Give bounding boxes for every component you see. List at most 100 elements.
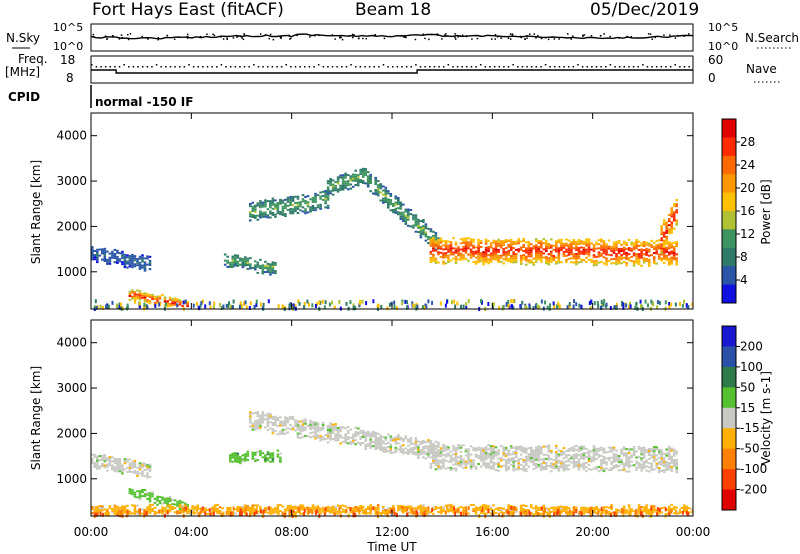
range-cell [191, 507, 194, 510]
range-cell [419, 508, 423, 511]
range-cell [261, 411, 265, 414]
range-cell [587, 453, 591, 456]
nave-point [123, 64, 125, 66]
range-cell [301, 194, 305, 197]
range-cell [314, 435, 317, 438]
range-cell [557, 251, 561, 254]
range-cell [412, 450, 415, 453]
nsearch-point [677, 34, 679, 37]
range-cell [193, 506, 197, 509]
range-cell [269, 210, 272, 213]
range-cell [522, 504, 525, 507]
range-cell [261, 456, 265, 459]
nave-point [155, 64, 158, 66]
range-cell [560, 240, 563, 243]
range-cell [384, 438, 388, 441]
range-cell [374, 443, 377, 446]
range-cell [555, 461, 558, 464]
range-cell [196, 504, 199, 507]
range-cell [387, 441, 390, 444]
range-cell [565, 506, 568, 508]
range-cell [356, 176, 360, 179]
range-cell [153, 497, 157, 500]
range-cell [454, 453, 458, 456]
range-cell [494, 450, 498, 453]
station-title: Fort Hays East (fitACF) [92, 0, 284, 20]
range-cell [166, 509, 169, 511]
range-cell [607, 456, 611, 459]
range-cell [213, 301, 216, 306]
range-cell [612, 452, 616, 455]
range-cell [281, 424, 285, 427]
range-cell [469, 256, 473, 259]
range-cell [376, 439, 380, 441]
range-cell [642, 446, 646, 449]
range-cell [627, 466, 631, 469]
range-cell [457, 446, 460, 449]
range-cell [387, 192, 390, 195]
range-cell [351, 185, 355, 188]
range-cell [153, 501, 157, 504]
range-cell [605, 463, 608, 466]
range-cell [522, 246, 525, 248]
range-cell [244, 459, 247, 462]
range-cell [519, 263, 523, 265]
range-cell [457, 507, 460, 510]
range-cell [497, 507, 500, 509]
range-cell [284, 422, 287, 425]
range-cell [502, 258, 505, 261]
range-cell [462, 466, 465, 469]
range-cell [577, 255, 581, 258]
nave-point [364, 66, 366, 68]
range-cell [111, 468, 114, 471]
range-cell [657, 456, 661, 459]
nsearch-point [444, 34, 446, 36]
range-cell [580, 455, 583, 458]
range-cell [565, 244, 568, 247]
range-cell [276, 208, 280, 211]
range-cell [497, 461, 500, 464]
range-cell [359, 506, 362, 511]
nave-point [285, 64, 287, 66]
range-cell [98, 248, 102, 251]
nave-point [304, 66, 306, 68]
range-cell [512, 259, 515, 262]
range-cell [346, 174, 350, 176]
range-cell [316, 436, 320, 439]
range-cell [482, 261, 485, 264]
range-cell [366, 179, 370, 182]
range-cell [553, 304, 556, 309]
range-cell [251, 455, 255, 458]
range-cell [324, 192, 327, 195]
range-cell [615, 302, 618, 307]
range-cell [517, 250, 520, 253]
range-cell [138, 301, 141, 306]
range-cell [181, 509, 184, 512]
range-cell [640, 467, 643, 470]
nave-point [581, 66, 584, 68]
range-cell [274, 205, 277, 208]
range-cell [271, 510, 275, 513]
range-cell [274, 430, 277, 432]
range-cell [670, 457, 673, 460]
range-cell [264, 456, 267, 459]
range-cell [540, 242, 543, 245]
range-cell [281, 213, 285, 216]
nsearch-point [357, 37, 360, 40]
nsearch-point [430, 33, 433, 36]
range-cell [605, 249, 608, 252]
range-cell [502, 250, 505, 253]
range-cell [527, 253, 531, 256]
range-cell [595, 261, 598, 264]
range-cell [324, 200, 327, 203]
range-cell [454, 511, 457, 516]
nave-point [461, 66, 463, 68]
nsearch-point [318, 34, 320, 37]
range-cell [477, 508, 480, 511]
range-cell [668, 302, 671, 307]
range-cell [549, 510, 552, 515]
range-cell [652, 245, 656, 248]
range-cell [660, 237, 663, 240]
range-cell [605, 451, 608, 454]
range-cell [587, 242, 591, 245]
